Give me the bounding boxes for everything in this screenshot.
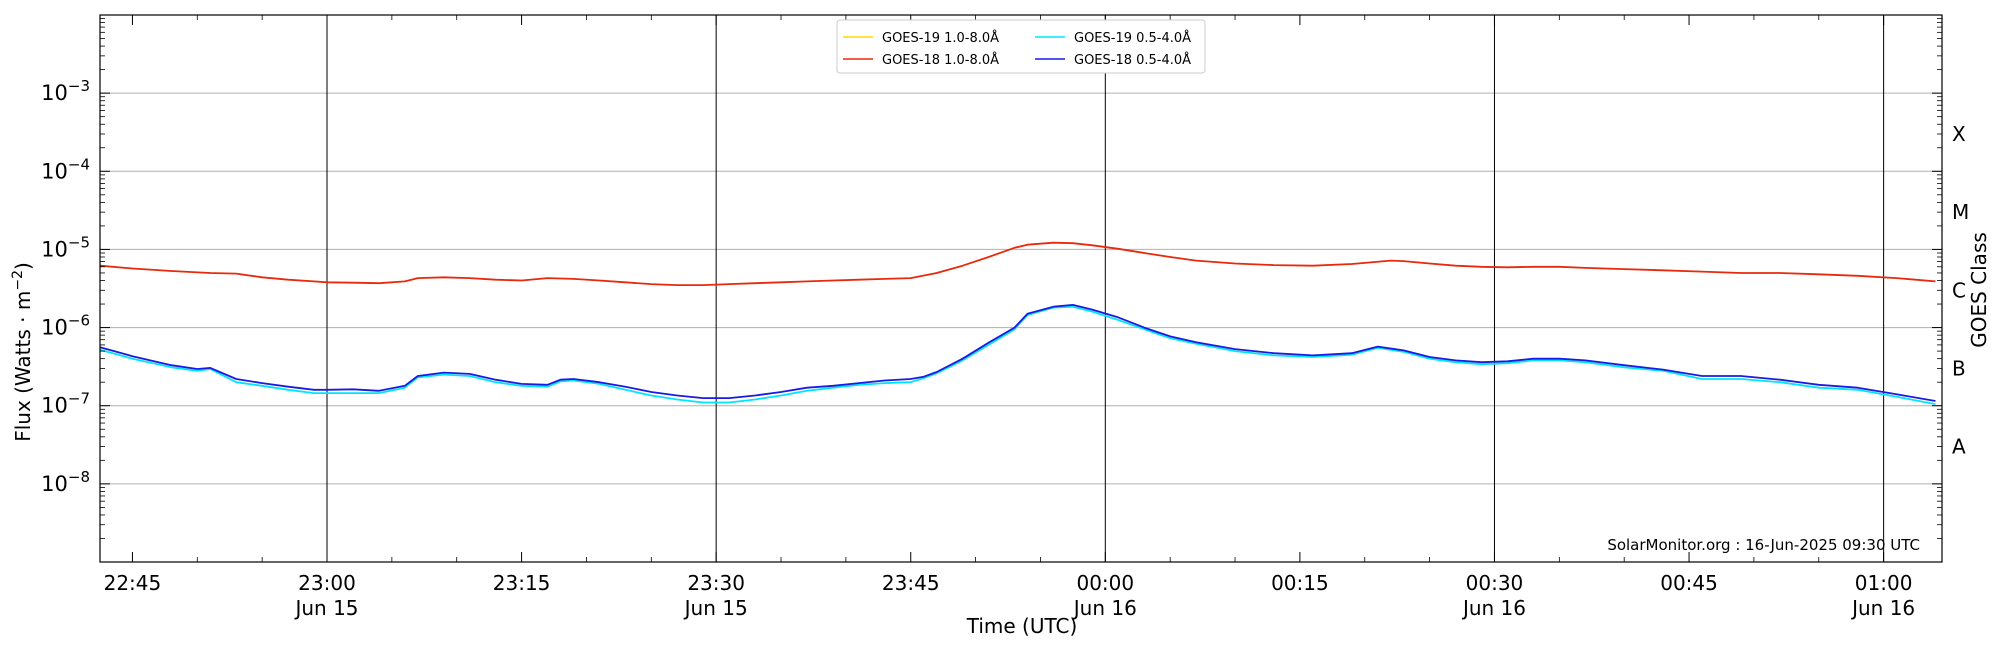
goes-class-c: C — [1952, 278, 1966, 302]
x-tick-label-7: 00:30 — [1466, 571, 1524, 595]
x-axis-label: Time (UTC) — [966, 614, 1078, 638]
x-tick-date-3: Jun 15 — [683, 596, 748, 620]
goes-class-x: X — [1952, 122, 1966, 146]
y-tick-base-1: 10 — [41, 159, 68, 183]
legend-entry-goes18-long: GOES-18 1.0-8.0Å — [843, 52, 999, 68]
x-tick-date-5: Jun 16 — [1072, 596, 1137, 620]
x-tick-label-5: 00:00 — [1076, 571, 1134, 595]
y-tick-base-5: 10 — [41, 472, 68, 496]
y-tick-label-3: 10−6 — [41, 312, 90, 340]
y-tick-exponent-0: −3 — [68, 77, 90, 95]
x-tick-label-9: 01:00 — [1855, 571, 1913, 595]
series-line-1 — [99, 241, 1936, 287]
y-axis-label-close: ) — [11, 262, 35, 270]
legend-label-goes18-short: GOES-18 0.5-4.0Å — [1074, 52, 1191, 68]
y-tick-label-1: 10−4 — [41, 155, 90, 183]
axes-layer — [99, 14, 1943, 563]
x-tick-date-7: Jun 16 — [1461, 596, 1526, 620]
x-tick-label-6: 00:15 — [1271, 571, 1329, 595]
legend-entry-goes18-short: GOES-18 0.5-4.0Å — [1035, 52, 1191, 68]
x-tick-label-2: 23:15 — [493, 571, 551, 595]
y-tick-label-4: 10−7 — [41, 390, 90, 418]
grid-layer — [100, 92, 1942, 485]
goes-class-b: B — [1952, 356, 1966, 380]
vertical-day-lines — [326, 15, 1885, 562]
goes-class-a: A — [1952, 435, 1966, 459]
legend-box — [836, 19, 1206, 74]
y-tick-base-4: 10 — [41, 394, 68, 418]
x-tick-label-4: 23:45 — [882, 571, 940, 595]
y-axis-label-sup: −2 — [10, 270, 26, 291]
legend-entry-goes19-long: GOES-19 1.0-8.0Å — [843, 30, 999, 46]
legend-label-goes18-long: GOES-18 1.0-8.0Å — [882, 52, 999, 68]
y-tick-labels: 10−310−410−510−610−710−8 — [41, 77, 90, 496]
series-layer — [99, 241, 1936, 405]
goes-class-axis-label: GOES Class — [1967, 232, 1991, 348]
legend-label-goes19-long: GOES-19 1.0-8.0Å — [882, 30, 999, 46]
y-tick-label-5: 10−8 — [41, 468, 90, 496]
watermark: SolarMonitor.org : 16-Jun-2025 09:30 UTC — [1607, 536, 1920, 554]
x-tick-label-8: 00:45 — [1660, 571, 1718, 595]
series-line-3 — [99, 303, 1936, 402]
y-axis-label: Flux (Watts · m−2) — [10, 262, 35, 442]
y-tick-exponent-5: −8 — [68, 468, 90, 486]
y-tick-exponent-3: −6 — [68, 312, 90, 330]
y-tick-exponent-1: −4 — [68, 155, 90, 173]
goes-class-labels: X M C B A — [1952, 122, 1969, 459]
legend: GOES-19 1.0-8.0Å GOES-18 1.0-8.0Å GOES-1… — [836, 19, 1206, 74]
legend-entry-goes19-short: GOES-19 0.5-4.0Å — [1035, 30, 1191, 46]
x-tick-label-1: 23:00 — [298, 571, 356, 595]
y-tick-base-2: 10 — [41, 237, 68, 261]
y-axis-label-main: Flux (Watts · m — [11, 291, 35, 442]
legend-label-goes19-short: GOES-19 0.5-4.0Å — [1074, 30, 1191, 46]
y-tick-label-0: 10−3 — [41, 77, 90, 105]
x-tick-date-9: Jun 16 — [1850, 596, 1915, 620]
y-tick-base-3: 10 — [41, 316, 68, 340]
x-tick-label-0: 22:45 — [104, 571, 162, 595]
y-tick-label-2: 10−5 — [41, 233, 90, 261]
plot-frame — [99, 14, 1943, 563]
y-tick-exponent-2: −5 — [68, 233, 90, 251]
series-line-2 — [99, 305, 1936, 405]
y-tick-exponent-4: −7 — [68, 390, 90, 408]
goes-class-m: M — [1952, 200, 1969, 224]
x-tick-label-3: 23:30 — [687, 571, 745, 595]
y-tick-base-0: 10 — [41, 81, 68, 105]
x-tick-date-1: Jun 15 — [293, 596, 358, 620]
